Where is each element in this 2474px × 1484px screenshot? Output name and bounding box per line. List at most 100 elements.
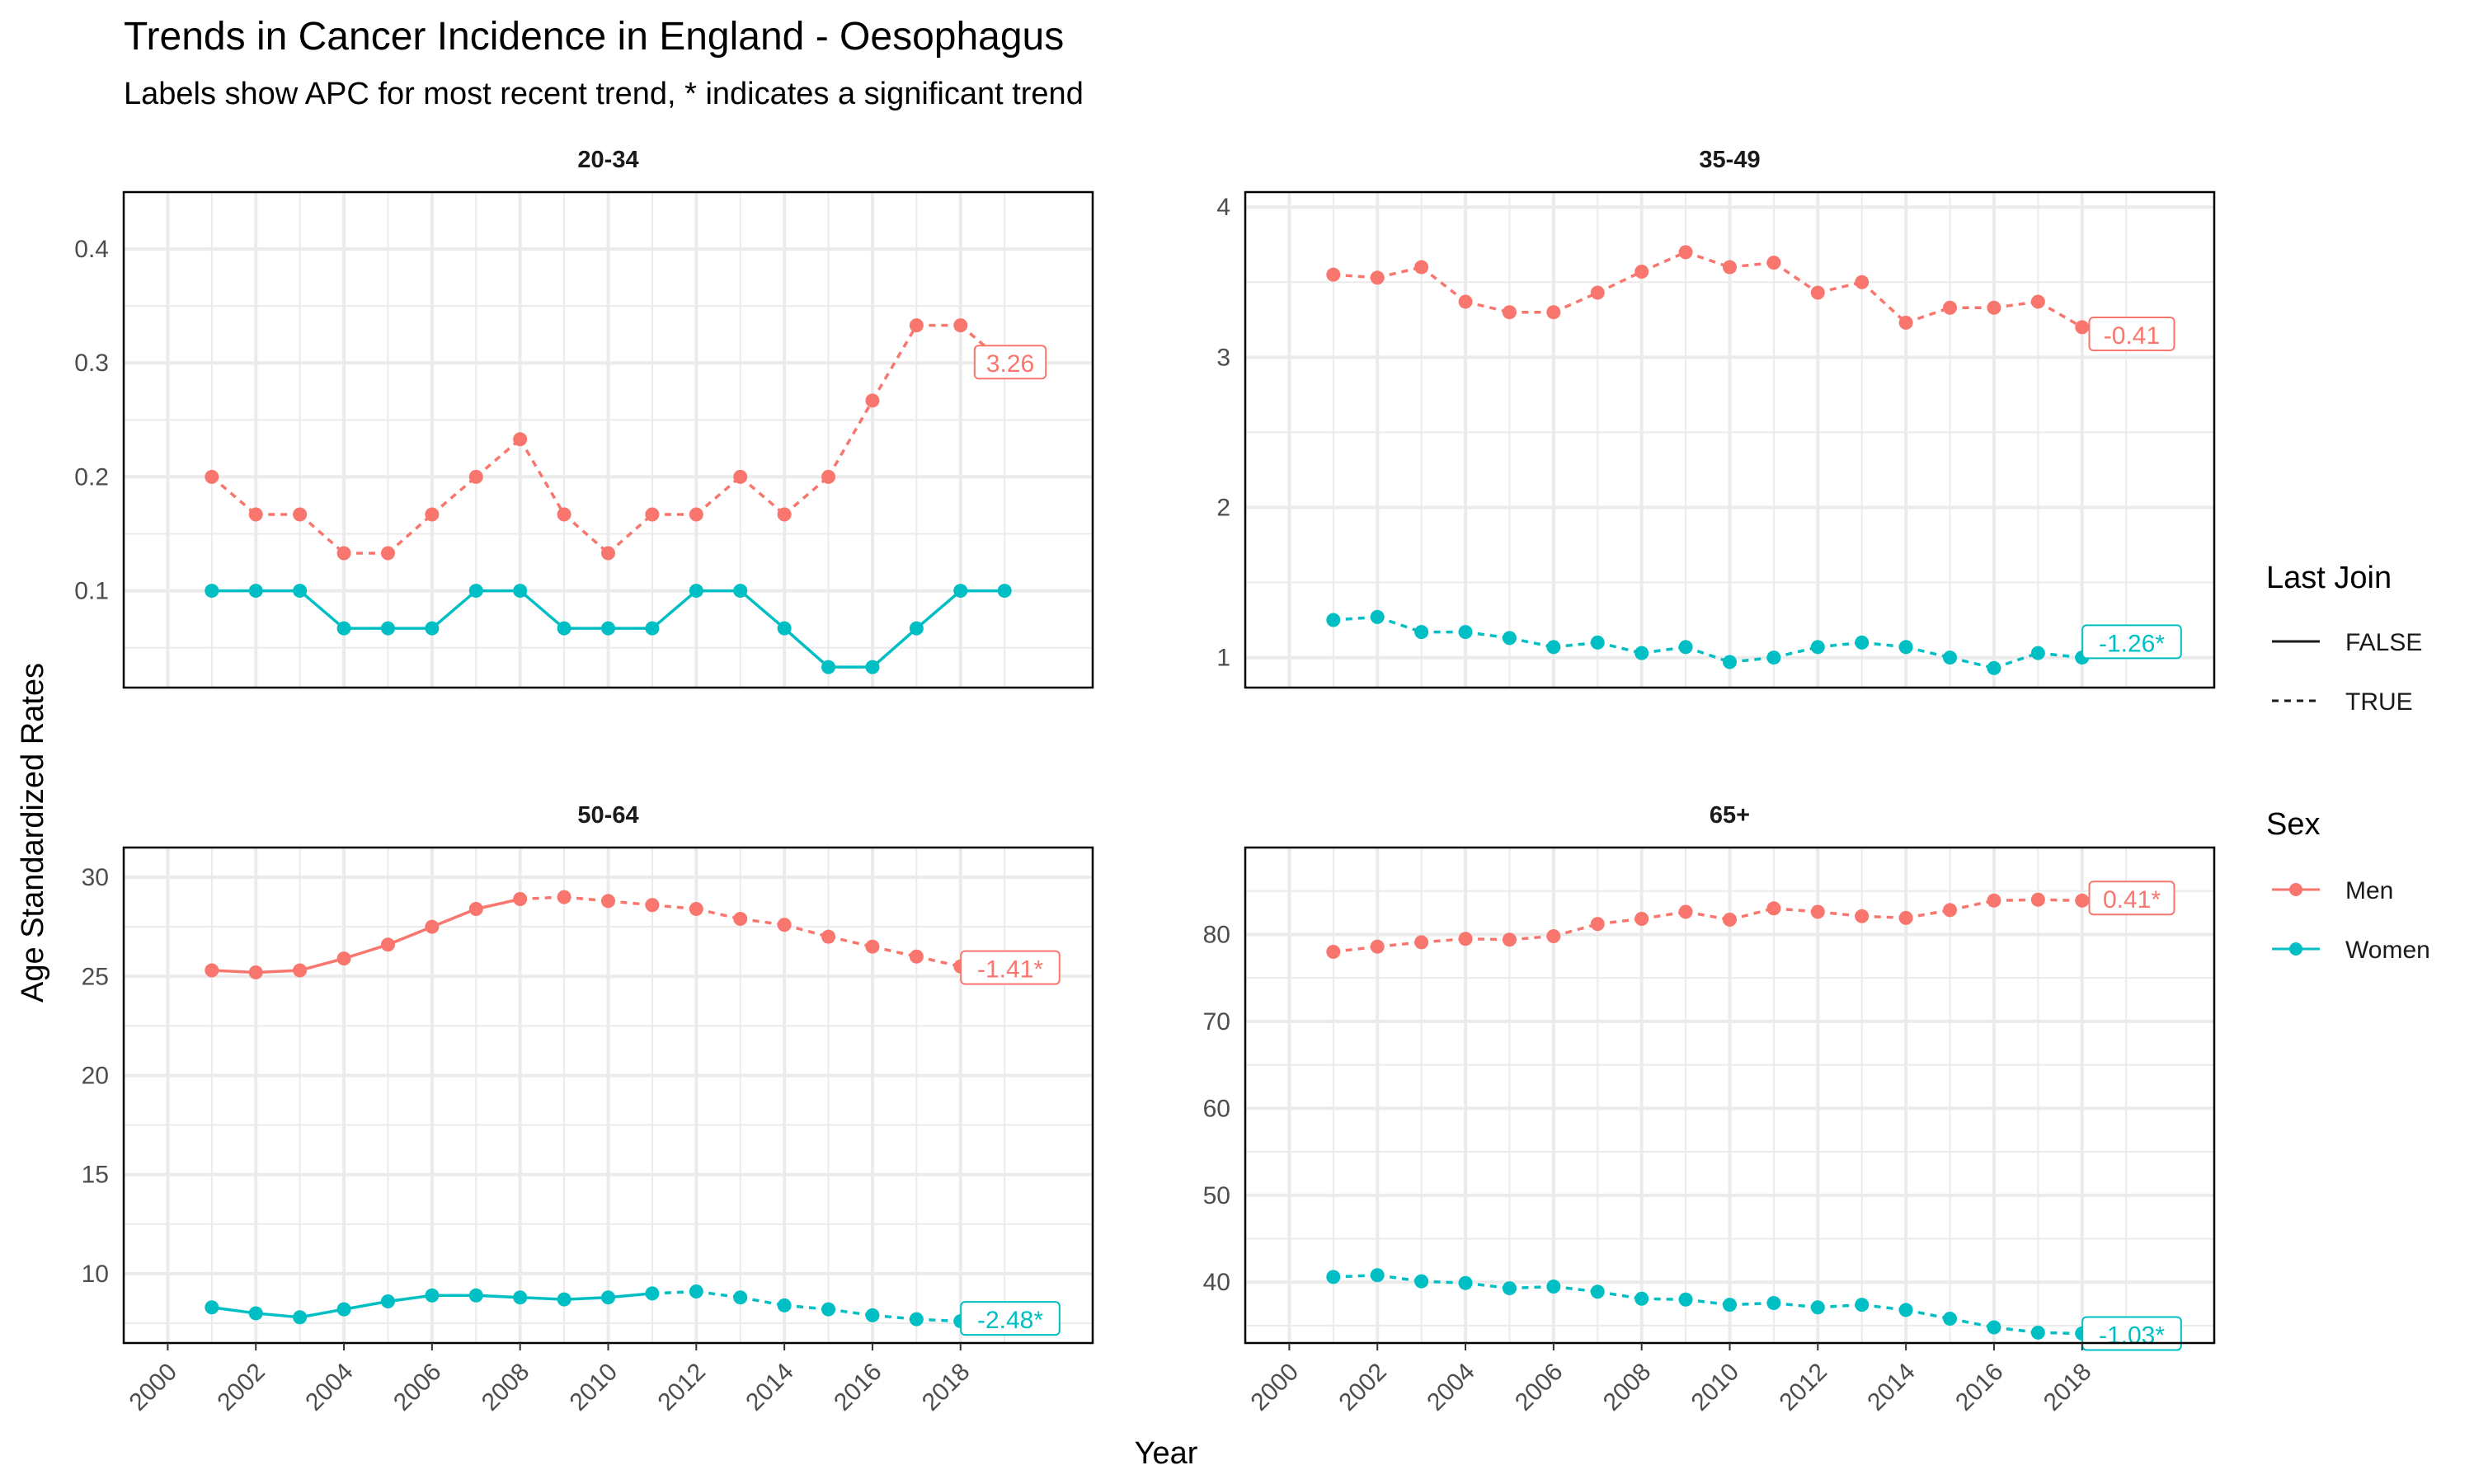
point-men-2017 [909,318,924,333]
y-tick-label: 3 [1216,344,1230,371]
line-segment-men [1950,899,1995,912]
point-men-2013 [733,469,748,484]
point-women-2001 [205,1300,219,1315]
line-segment-men [871,324,918,402]
point-women-2015 [1943,1311,1958,1326]
point-men-2016 [865,393,880,408]
point-men-2004 [336,951,351,966]
point-women-2001 [1326,1270,1341,1284]
point-women-2006 [1546,640,1561,655]
x-tick-label: 2006 [1510,1358,1569,1416]
line-segment-women [783,627,830,669]
point-men-2006 [425,919,440,934]
panel-35-49: 35-49 1 2 3 4 -0.41 -1.26* [1216,147,2216,689]
point-men-2006 [1546,305,1561,320]
point-women-2010 [601,1290,615,1305]
point-men-2016 [1987,893,2001,908]
line-segment-men [827,399,874,478]
apc-label-men: -1.41* [960,950,1061,985]
apc-label-women: -2.48* [960,1301,1061,1336]
line-segment-women [740,1295,785,1308]
point-women-2005 [380,1294,395,1309]
x-tick-label: 2010 [565,1358,623,1416]
line-segment-women [476,1294,520,1299]
apc-label-text: 0.41* [2103,886,2161,913]
line-segment-women [211,1305,256,1315]
line-segment-men [1685,251,1731,269]
line-segment-men [1860,280,1907,324]
point-men-2016 [1987,300,2001,315]
x-tick-label: 2004 [1422,1358,1480,1416]
point-men-2016 [865,939,880,954]
grid-50-64 [124,848,1093,1343]
point-women-2006 [425,621,440,636]
point-women-2007 [468,1288,483,1303]
point-women-2014 [1898,1303,1913,1317]
strip-label-35-49: 35-49 [1699,147,1760,173]
plot-area-65 [1326,891,2133,1341]
point-women-2014 [1898,640,1913,655]
line-segment-men [783,923,830,938]
point-women-2013 [1855,1298,1870,1313]
apc-label-text: 3.26 [986,350,1034,378]
apc-label-women: -1.03* [2081,1316,2182,1351]
line-segment-women [343,1299,388,1311]
y-tick-label: 80 [1203,921,1230,948]
line-segment-women [1597,641,1643,655]
point-women-2002 [248,1306,263,1321]
y-tick-label: 0.4 [74,236,109,263]
line-segment-women [388,1294,433,1303]
line-segment-men [256,969,300,974]
point-men-2018 [2075,893,2090,908]
line-segment-women [1950,655,1995,670]
panel-50-64: 50-64 10 15 20 25 30 -1.41* -2.48* 2000 2002 2004 2… [82,802,1094,1416]
point-women-2009 [557,1292,571,1307]
point-women-2006 [1546,1279,1561,1294]
line-segment-women [651,589,698,630]
line-segment-women [915,589,962,630]
line-segment-men [430,476,477,516]
point-men-2014 [777,507,792,522]
x-tick-label: 2016 [829,1358,887,1416]
point-men-2002 [248,965,263,979]
point-women-2009 [1678,1292,1693,1307]
point-men-2006 [425,507,440,522]
point-women-2010 [1723,655,1737,669]
point-women-2018 [953,584,968,599]
point-women-2002 [248,584,263,599]
x-tick-label: 2018 [2039,1358,2097,1416]
point-women-2009 [1678,640,1693,655]
point-women-2019 [997,584,1012,599]
point-women-2013 [733,1290,748,1305]
point-women-2017 [2030,646,2045,660]
apc-label-text: -1.26* [2099,630,2165,657]
point-women-2001 [205,584,219,599]
line-segment-women [608,1292,653,1299]
point-women-2009 [557,621,571,636]
point-men-2009 [557,507,571,522]
x-tick-label: 2018 [917,1358,976,1416]
y-tick-label: 15 [82,1162,109,1189]
x-tick-label: 2010 [1686,1358,1745,1416]
point-women-2017 [2030,1325,2045,1340]
point-men-2013 [1855,909,1870,923]
x-tick-label: 2012 [1774,1358,1832,1416]
point-men-2015 [821,929,836,944]
point-women-2016 [1987,1320,2001,1335]
x-tick-label: 2002 [1333,1358,1392,1416]
point-men-2005 [1502,305,1517,320]
point-women-2012 [689,584,703,599]
legend-last-join-title: Last Join [2266,561,2392,595]
y-tick-label: 30 [82,864,109,891]
line-segment-men [1420,265,1467,303]
apc-label-men: 0.41* [2088,881,2175,916]
line-segment-women [519,589,566,630]
line-segment-women [1597,1290,1642,1300]
point-women-2013 [1855,635,1870,650]
point-women-2006 [425,1288,440,1303]
grid-20-34 [124,192,1093,688]
point-women-2007 [1590,635,1605,650]
point-women-2012 [1810,640,1825,655]
y-tick-label: 40 [1203,1269,1230,1296]
point-women-2005 [1502,631,1517,646]
